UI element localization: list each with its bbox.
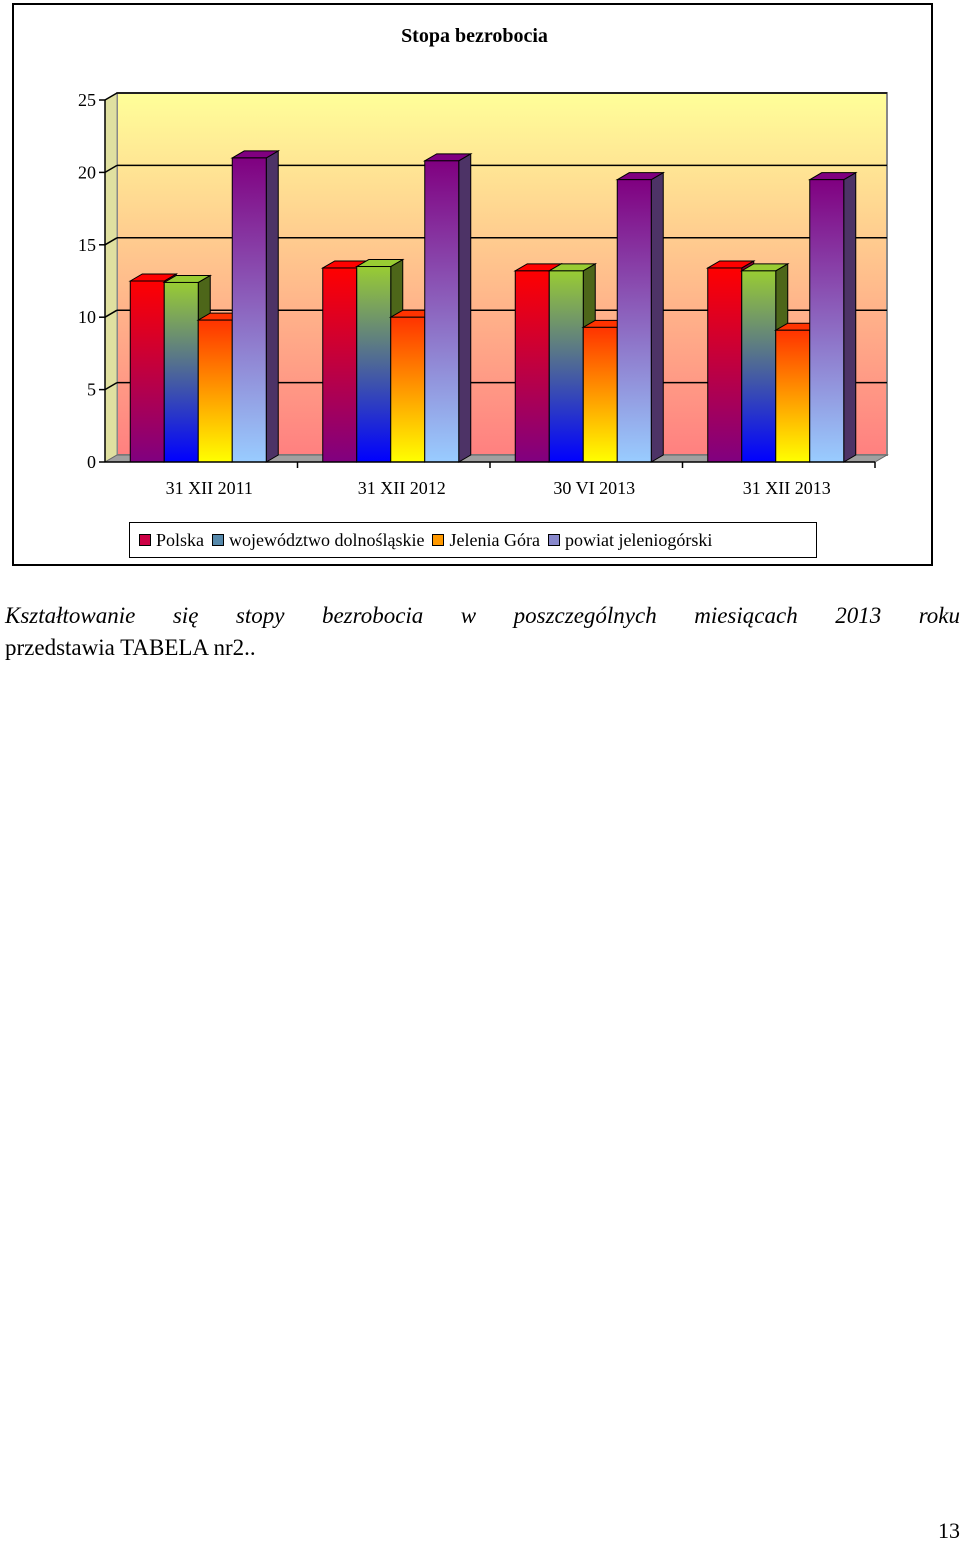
legend-swatch-jelenia-gora bbox=[432, 534, 445, 546]
x-tick-label: 30 VI 2013 bbox=[553, 478, 635, 498]
plot-side-wall bbox=[104, 92, 118, 463]
caption-line-2: przedstawia TABELA nr2.. bbox=[5, 635, 256, 660]
gridline-depth bbox=[104, 164, 118, 174]
legend-item-powiat: powiat jeleniogórski bbox=[547, 529, 713, 551]
bar bbox=[615, 171, 666, 463]
gridline-depth bbox=[104, 237, 118, 246]
legend-label-powiat: powiat jeleniogórski bbox=[564, 529, 713, 550]
bar bbox=[230, 150, 281, 463]
legend-item-jelenia-gora: Jelenia Góra bbox=[432, 529, 540, 551]
y-tick-label: 10 bbox=[78, 307, 96, 327]
legend-label-polska: Polska bbox=[156, 529, 205, 550]
gridline-depth bbox=[104, 381, 118, 391]
x-tick-label: 31 XII 2013 bbox=[743, 478, 831, 498]
y-tick-label: 0 bbox=[87, 452, 96, 472]
bar-chart: 0 5 10 15 20 25 31 XII 2011 31 XII 2012 30 VI 2… bbox=[78, 90, 889, 498]
y-tick-label: 5 bbox=[87, 380, 96, 400]
legend-item-polska: Polska bbox=[139, 530, 204, 551]
legend-label-wojewodztwo: województwo dolnośląskie bbox=[229, 529, 425, 550]
chart-title: Stopa bezrobocia bbox=[401, 25, 548, 47]
bar bbox=[422, 152, 473, 463]
bar bbox=[388, 309, 439, 463]
chart-legend: Polska województwo dolnośląskie Jelenia … bbox=[129, 522, 817, 558]
x-tick-label: 31 XII 2012 bbox=[358, 478, 446, 498]
legend-swatch-polska bbox=[139, 534, 151, 546]
y-tick-label: 20 bbox=[78, 162, 96, 182]
gridline-depth bbox=[104, 309, 118, 318]
legend-swatch-wojewodztwo bbox=[212, 534, 225, 546]
caption-line-1: Kształtowanie się stopy bezrobocia w pos… bbox=[5, 603, 960, 628]
y-tick-label: 15 bbox=[78, 235, 96, 255]
legend-label-jelenia-gora: Jelenia Góra bbox=[449, 529, 540, 550]
x-tick-label: 31 XII 2011 bbox=[166, 478, 253, 498]
gridline-depth bbox=[104, 92, 118, 101]
legend-swatch-powiat bbox=[547, 534, 560, 546]
bar bbox=[807, 171, 858, 463]
y-tick-label: 25 bbox=[78, 90, 96, 110]
page-number: 13 bbox=[938, 1518, 960, 1543]
legend-item-wojewodztwo: województwo dolnośląskie bbox=[212, 530, 424, 551]
chart-frame: 0 5 10 15 20 25 31 XII 2011 31 XII 2012 30 VI 2… bbox=[12, 3, 933, 566]
